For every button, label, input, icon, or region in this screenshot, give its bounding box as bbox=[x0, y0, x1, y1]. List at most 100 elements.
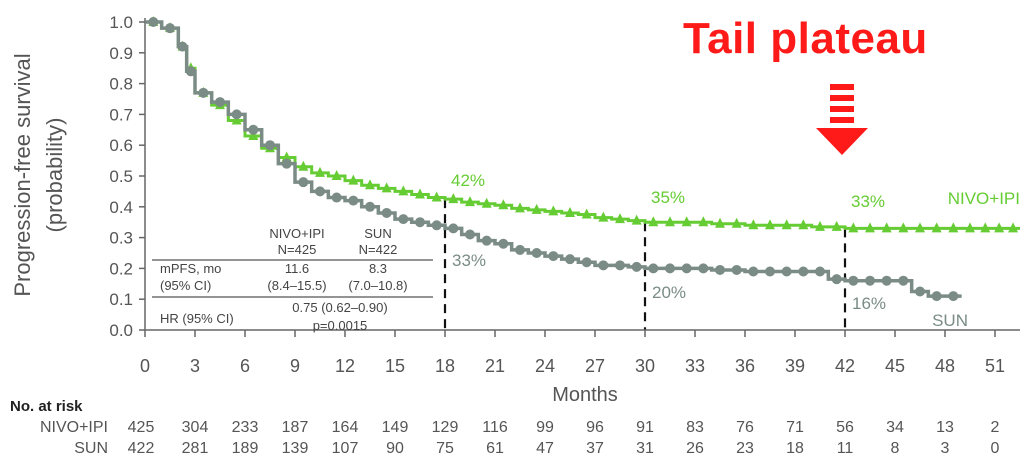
x-tick-label: 18 bbox=[435, 356, 455, 376]
y-tick-label: 0.6 bbox=[109, 136, 133, 155]
censor-marker bbox=[865, 275, 875, 286]
x-tick-label: 45 bbox=[885, 356, 905, 376]
series-name-label: SUN bbox=[932, 311, 968, 330]
censor-marker bbox=[581, 208, 592, 219]
censor-marker bbox=[365, 201, 375, 212]
at-risk-value: 56 bbox=[836, 419, 854, 436]
censor-marker bbox=[748, 266, 759, 277]
at-risk-value: 107 bbox=[332, 440, 359, 457]
table-value: 11.6 bbox=[285, 261, 309, 276]
censor-marker bbox=[231, 114, 242, 125]
x-tick-label: 42 bbox=[835, 356, 855, 376]
table-value: 0.75 (0.62–0.90) bbox=[292, 300, 387, 315]
censor-marker bbox=[931, 222, 942, 233]
censor-marker bbox=[915, 286, 925, 297]
censor-marker bbox=[531, 203, 542, 214]
at-risk-value: 99 bbox=[536, 419, 554, 436]
table-value: p=0.0015 bbox=[313, 318, 368, 333]
y-tick-label: 0.3 bbox=[109, 229, 133, 248]
censor-marker bbox=[980, 222, 991, 233]
censor-marker bbox=[681, 216, 692, 227]
x-tick-label: 15 bbox=[385, 356, 405, 376]
table-row-label: (95% CI) bbox=[160, 278, 211, 293]
censor-marker bbox=[465, 229, 475, 240]
y-tick-label: 0.7 bbox=[109, 105, 133, 124]
censor-marker bbox=[177, 41, 188, 52]
arrow-bar bbox=[830, 95, 854, 101]
data-label: 42% bbox=[451, 171, 485, 190]
censor-marker bbox=[315, 166, 325, 177]
plateau-arrow bbox=[816, 84, 868, 155]
censor-marker bbox=[598, 211, 609, 222]
censor-marker bbox=[815, 220, 825, 231]
at-risk-value: 0 bbox=[991, 440, 1000, 457]
at-risk-value: 26 bbox=[686, 440, 704, 457]
censor-marker bbox=[565, 254, 575, 265]
series-line-sun bbox=[145, 20, 962, 298]
data-label: 35% bbox=[651, 188, 685, 207]
table-value: 8.3 bbox=[369, 261, 387, 276]
x-tick-label: 39 bbox=[785, 356, 805, 376]
at-risk-value: 37 bbox=[586, 440, 604, 457]
censor-marker bbox=[481, 235, 492, 246]
censor-marker bbox=[1008, 222, 1019, 233]
at-risk-value: 3 bbox=[941, 440, 950, 457]
y-axis-label-line1: Progression-free survival bbox=[10, 53, 35, 296]
censor-marker bbox=[448, 193, 459, 204]
callout-title: Tail plateau bbox=[683, 14, 928, 63]
censor-marker bbox=[298, 160, 309, 171]
censor-marker bbox=[398, 214, 409, 225]
censor-marker bbox=[431, 191, 442, 202]
censor-marker bbox=[848, 275, 859, 286]
at-risk-value: 187 bbox=[282, 419, 309, 436]
y-tick-label: 0.9 bbox=[109, 44, 133, 63]
censor-marker bbox=[948, 291, 959, 302]
at-risk-value: 164 bbox=[332, 419, 359, 436]
censor-marker bbox=[965, 222, 975, 233]
censor-marker bbox=[898, 222, 909, 233]
censor-marker bbox=[698, 263, 709, 274]
x-tick-label: 48 bbox=[935, 356, 955, 376]
at-risk-value: 233 bbox=[232, 419, 259, 436]
censor-marker bbox=[415, 217, 425, 228]
censor-marker bbox=[465, 196, 475, 207]
x-tick-label: 0 bbox=[140, 356, 150, 376]
at-risk-value: 34 bbox=[886, 419, 904, 436]
censor-marker bbox=[185, 66, 196, 77]
censor-marker bbox=[831, 274, 842, 285]
at-risk-value: 8 bbox=[891, 440, 900, 457]
series-layer bbox=[145, 16, 1020, 302]
table-header: NIVO+IPI bbox=[269, 226, 324, 241]
censor-marker bbox=[798, 266, 809, 277]
table-header: SUN bbox=[364, 226, 391, 241]
reference-lines bbox=[443, 199, 847, 330]
at-risk-value: 18 bbox=[786, 440, 804, 457]
censor-marker bbox=[315, 186, 325, 197]
x-axis-label: Months bbox=[552, 384, 618, 406]
x-tick-label: 12 bbox=[335, 356, 355, 376]
censor-marker bbox=[631, 214, 642, 225]
arrow-bar bbox=[830, 106, 854, 112]
censor-marker bbox=[898, 275, 909, 286]
censor-marker bbox=[298, 177, 309, 188]
censor-marker bbox=[398, 185, 409, 196]
x-tick-label: 27 bbox=[585, 356, 605, 376]
data-label: 20% bbox=[652, 283, 686, 302]
y-tick-label: 0.4 bbox=[109, 198, 133, 217]
at-risk-value: 13 bbox=[936, 419, 954, 436]
censor-marker bbox=[615, 213, 625, 224]
data-label: 33% bbox=[452, 251, 486, 270]
censor-marker bbox=[515, 244, 525, 255]
at-risk-title: No. at risk bbox=[10, 398, 83, 415]
censor-marker bbox=[348, 174, 359, 185]
table-n: N=425 bbox=[278, 242, 317, 257]
at-risk-row-label: SUN bbox=[74, 440, 108, 457]
at-risk-value: 139 bbox=[282, 440, 309, 457]
y-tick-label: 0.1 bbox=[109, 290, 133, 309]
stats-table: NIVO+IPI SUN N=425 N=422 mPFS, mo (95% CI) 11.… bbox=[152, 226, 433, 333]
table-n: N=422 bbox=[359, 242, 398, 257]
y-tick-label: 0.0 bbox=[109, 321, 133, 340]
censor-marker bbox=[815, 266, 825, 277]
